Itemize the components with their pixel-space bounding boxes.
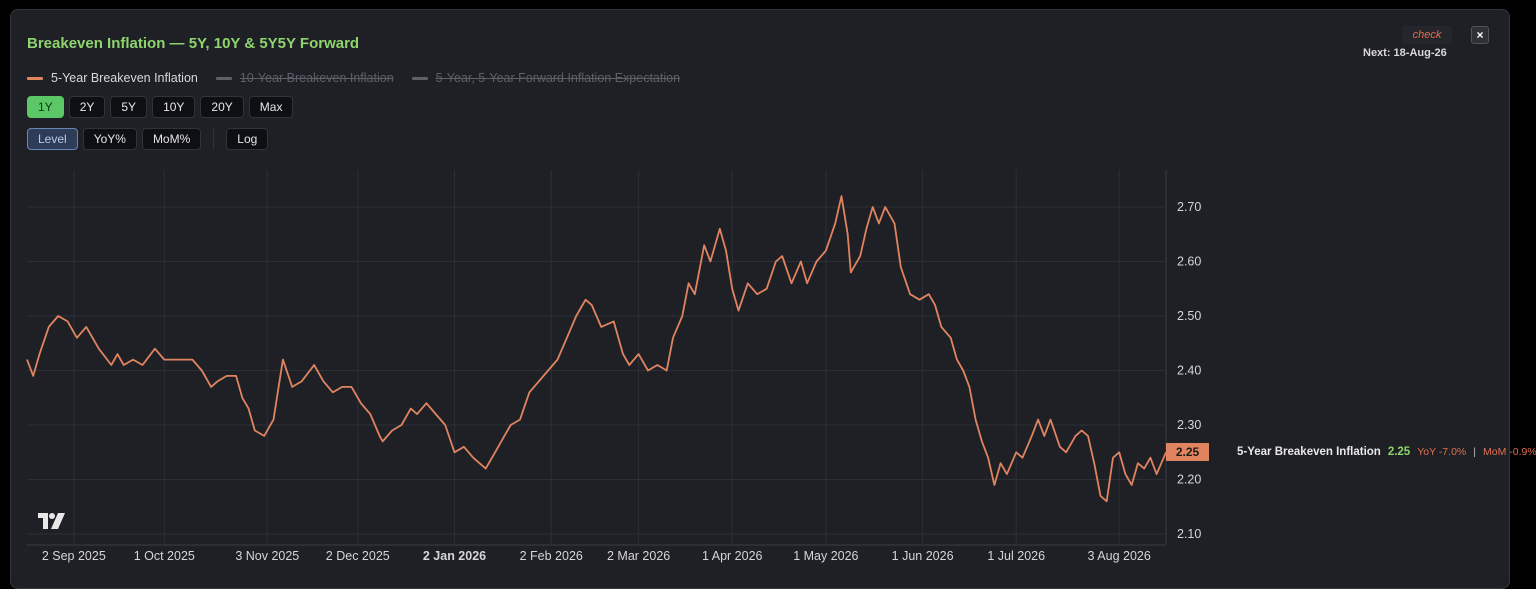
mode-button-yoy[interactable]: YoY% xyxy=(82,128,137,150)
x-tick-label: 1 Oct 2025 xyxy=(134,549,195,563)
y-tick-label: 2.50 xyxy=(1177,309,1201,323)
series-info-mom: MoM -0.9% xyxy=(1482,446,1536,458)
legend-swatch xyxy=(411,76,428,80)
series-info-yoy: YoY -7.0% xyxy=(1417,446,1467,458)
check-button[interactable]: check xyxy=(1402,26,1452,44)
series-info: 5-Year Breakeven Inflation 2.25 YoY -7.0… xyxy=(1230,443,1536,461)
y-tick-label: 2.60 xyxy=(1177,255,1201,269)
range-button-2y[interactable]: 2Y xyxy=(68,96,106,118)
series-info-value: 2.25 xyxy=(1387,446,1411,458)
next-release-label: Next: 18-Aug-26 xyxy=(1363,47,1447,59)
legend: 5-Year Breakeven Inflation 10-Year Break… xyxy=(27,71,680,85)
y-tick-label: 2.20 xyxy=(1177,473,1201,487)
log-scale-button[interactable]: Log xyxy=(226,128,269,150)
x-tick-label: 3 Nov 2025 xyxy=(235,549,299,563)
y-axis: 2.10 2.20 2.30 2.40 2.50 2.60 2.70 xyxy=(1177,200,1201,541)
y-tick-label: 2.40 xyxy=(1177,364,1201,378)
range-button-5y[interactable]: 5Y xyxy=(110,96,148,118)
legend-label: 5-Year, 5-Year Forward Inflation Expecta… xyxy=(435,71,681,85)
x-axis: 2 Sep 2025 1 Oct 2025 3 Nov 2025 2 Dec 2025… xyxy=(42,549,1151,563)
range-button-20y[interactable]: 20Y xyxy=(200,96,244,118)
mode-button-level[interactable]: Level xyxy=(27,128,78,150)
y-tick-label: 2.30 xyxy=(1177,418,1201,432)
range-button-1y[interactable]: 1Y xyxy=(27,96,64,118)
legend-label: 10-Year Breakeven Inflation xyxy=(239,71,394,85)
x-tick-label: 3 Aug 2026 xyxy=(1088,549,1151,563)
grid-lines xyxy=(27,170,1167,546)
legend-swatch xyxy=(27,76,43,80)
series-info-name: 5-Year Breakeven Inflation xyxy=(1237,446,1381,458)
y-tick-label: 2.70 xyxy=(1177,200,1201,214)
x-tick-label: 1 Jun 2026 xyxy=(892,549,954,563)
divider xyxy=(213,128,215,150)
mode-selector: Level YoY% MoM% Log xyxy=(27,128,269,150)
x-tick-label: 2 Jan 2026 xyxy=(423,549,486,563)
last-value-tag: 2.25 xyxy=(1166,443,1209,461)
legend-item-5y5y[interactable]: 5-Year, 5-Year Forward Inflation Expecta… xyxy=(411,71,681,85)
x-tick-label: 1 May 2026 xyxy=(793,549,858,563)
series-line-5y-breakeven xyxy=(26,195,1167,503)
legend-label: 5-Year Breakeven Inflation xyxy=(51,71,198,85)
x-tick-label: 2 Mar 2026 xyxy=(607,549,670,563)
chart-title: Breakeven Inflation — 5Y, 10Y & 5Y5Y For… xyxy=(27,35,360,52)
range-button-10y[interactable]: 10Y xyxy=(152,96,196,118)
legend-item-5y[interactable]: 5-Year Breakeven Inflation xyxy=(27,71,198,85)
close-icon[interactable]: × xyxy=(1471,26,1489,44)
legend-swatch xyxy=(215,76,232,80)
legend-item-10y[interactable]: 10-Year Breakeven Inflation xyxy=(215,71,394,85)
x-tick-label: 2 Dec 2025 xyxy=(326,549,390,563)
series-info-separator: | xyxy=(1473,446,1476,458)
x-tick-label: 2 Feb 2026 xyxy=(520,549,583,563)
x-tick-label: 1 Jul 2026 xyxy=(987,549,1045,563)
x-tick-label: 2 Sep 2025 xyxy=(42,549,106,563)
tradingview-logo-icon xyxy=(38,513,65,529)
x-tick-label: 1 Apr 2026 xyxy=(702,549,763,563)
series-layer xyxy=(26,195,1167,503)
y-tick-label: 2.10 xyxy=(1177,527,1201,541)
range-button-max[interactable]: Max xyxy=(248,96,294,118)
range-selector: 1Y 2Y 5Y 10Y 20Y Max xyxy=(27,96,294,118)
mode-button-mom[interactable]: MoM% xyxy=(141,128,202,150)
